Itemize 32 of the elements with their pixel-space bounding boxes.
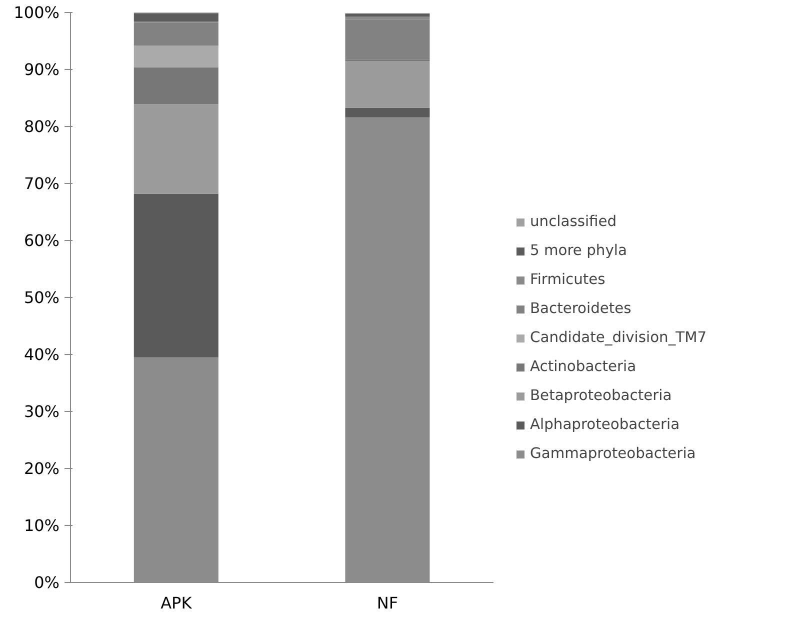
bar	[345, 20, 430, 60]
bar	[345, 14, 430, 16]
y-tick-label: 10%	[24, 516, 60, 535]
x-tick-label: APK	[160, 594, 192, 612]
bar	[345, 108, 430, 118]
bar	[134, 46, 218, 68]
legend-label: 5 more phyla	[530, 242, 627, 259]
y-tick-label: 50%	[24, 288, 60, 307]
x-tick-label: NF	[376, 594, 398, 612]
y-tick-label: 60%	[24, 231, 60, 250]
bar	[134, 22, 218, 46]
legend-label: Candidate_division_TM7	[530, 329, 707, 346]
bar	[134, 104, 218, 194]
y-tick-label: 90%	[24, 60, 60, 79]
legend-label: Firmicutes	[530, 271, 606, 288]
bar	[134, 67, 218, 104]
legend-label: unclassified	[530, 213, 617, 230]
bar	[345, 60, 430, 108]
y-tick-label: 20%	[24, 459, 60, 478]
legend-label: Betaproteobacteria	[530, 387, 672, 404]
bar	[134, 13, 218, 22]
y-tick-label: 30%	[24, 402, 60, 421]
legend-label: Actinobacteria	[530, 358, 636, 375]
y-tick-label: 40%	[24, 345, 60, 364]
bar	[134, 194, 218, 358]
y-tick-label: 80%	[24, 117, 60, 136]
y-tick-label: 100%	[14, 3, 60, 22]
y-tick-label: 0%	[34, 573, 60, 592]
y-tick-label: 70%	[24, 174, 60, 193]
legend-label: Alphaproteobacteria	[530, 416, 680, 433]
legend-label: Gammaproteobacteria	[530, 445, 696, 462]
legend-label: Bacteroidetes	[530, 300, 632, 317]
